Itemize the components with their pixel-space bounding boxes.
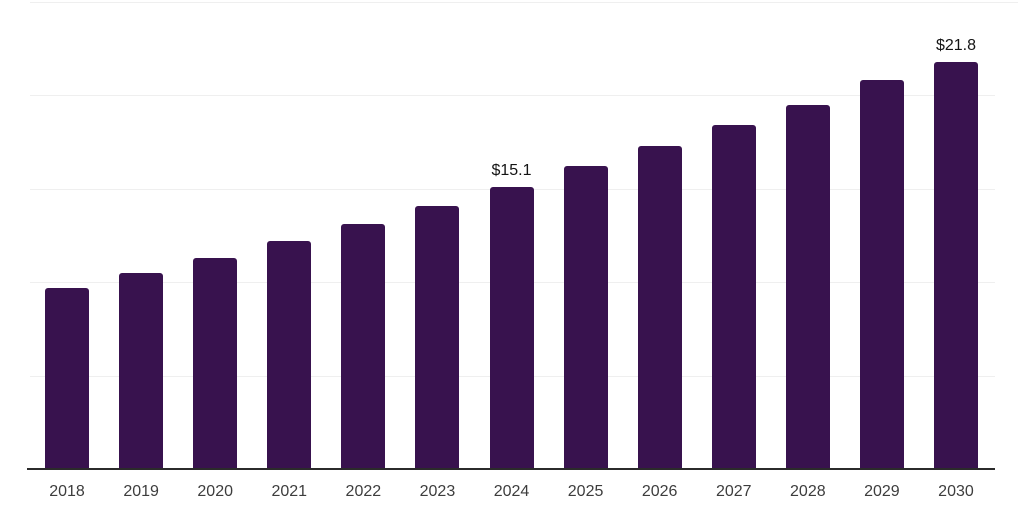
bar-2028 (785, 104, 830, 469)
x-tick-label-2030: 2030 (938, 483, 974, 500)
data-label-2024: $15.1 (491, 161, 532, 179)
bar-column-2020 (178, 2, 252, 469)
bar-2025 (563, 166, 608, 469)
bar-2027 (711, 125, 756, 469)
bar-column-2021 (252, 2, 326, 469)
bars-row: $15.1 $21.8 (30, 2, 993, 469)
bar-column-2026 (623, 2, 697, 469)
bar-column-2025 (549, 2, 623, 469)
bar-column-2028 (771, 2, 845, 469)
bar-column-2019 (104, 2, 178, 469)
x-tick-label-2023: 2023 (419, 483, 456, 500)
bar-2019 (119, 272, 164, 469)
plot-area: $15.1 $21.8 (30, 2, 1018, 469)
bar-2024 (489, 186, 534, 469)
bar-2030 (933, 61, 978, 469)
bar-2021 (267, 241, 312, 469)
x-tick-label-2021: 2021 (271, 483, 308, 500)
bar-2022 (341, 224, 386, 469)
x-tick-label-2020: 2020 (197, 483, 233, 500)
bar-column-2024: $15.1 (474, 2, 548, 469)
x-tick-label-2022: 2022 (345, 483, 382, 500)
data-label-2030: $21.8 (935, 36, 976, 54)
bar-column-2029 (845, 2, 919, 469)
x-tick-label-2025: 2025 (567, 483, 604, 500)
x-tick-label-2018: 2018 (49, 483, 85, 500)
x-tick-label-2024: 2024 (493, 483, 530, 500)
bar-2023 (415, 205, 460, 469)
x-tick-label-2019: 2019 (123, 483, 159, 500)
bar-column-2027 (697, 2, 771, 469)
bar-column-2018 (30, 2, 104, 469)
x-tick-label-2026: 2026 (641, 483, 678, 500)
bar-column-2022 (326, 2, 400, 469)
x-axis-tick-row: 2018 2019 2020 2021 2022 2023 2024 2025 2026 2027… (30, 482, 993, 502)
bar-column-2030: $21.8 (919, 2, 993, 469)
bar-2020 (193, 257, 238, 469)
x-axis-line (27, 468, 995, 470)
bar-2026 (637, 145, 682, 469)
x-tick-label-2029: 2029 (864, 483, 900, 500)
x-tick-label-2027: 2027 (715, 483, 752, 500)
bar-column-2023 (400, 2, 474, 469)
bar-2018 (45, 287, 90, 469)
x-tick-label-2028: 2028 (790, 483, 826, 500)
bar-2029 (859, 80, 904, 469)
